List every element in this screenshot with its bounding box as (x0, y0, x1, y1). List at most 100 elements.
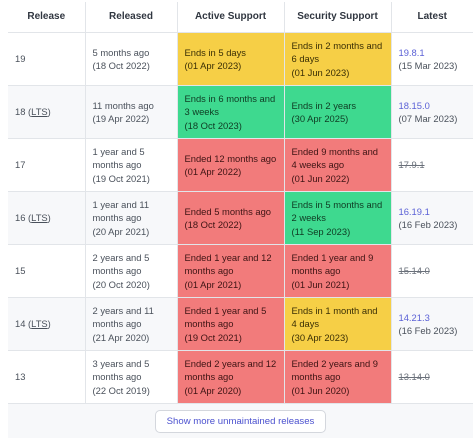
active-support-date: (01 Apr 2021) (184, 278, 242, 290)
released-cell: 5 months ago (18 Oct 2022) (85, 32, 178, 86)
released-date: (20 Oct 2020) (92, 278, 150, 290)
security-support-date: (30 Apr 2023) (291, 331, 349, 343)
security-support-text: Ended 2 years and 9 months ago (291, 357, 379, 383)
security-support-cell: Ended 1 year and 9 months ago (01 Jun 202… (284, 244, 392, 298)
released-date: (19 Oct 2021) (92, 172, 150, 184)
security-support-date: (01 Jun 2023) (291, 66, 350, 78)
released-ago: 3 years and 5 months ago (92, 357, 150, 383)
latest-cell: 15.14.0 (391, 244, 473, 298)
latest-version-eol: 17.9.1 (398, 159, 425, 171)
latest-date: (15 Mar 2023) (398, 60, 458, 71)
security-support-text: Ends in 2 years (291, 99, 357, 111)
lts-link[interactable]: LTS (31, 106, 48, 118)
security-support-cell: Ends in 2 years (30 Apr 2025) (284, 85, 392, 139)
released-ago: 2 years and 5 months ago (92, 251, 150, 277)
latest-cell: 17.9.1 (391, 138, 473, 192)
released-ago: 1 year and 5 months ago (92, 145, 145, 171)
released-cell: 11 months ago (19 Apr 2022) (85, 85, 178, 139)
active-support-text: Ended 2 years and 12 months ago (184, 357, 277, 383)
latest-version-eol: 13.14.0 (398, 371, 430, 383)
active-support-date: (19 Oct 2021) (184, 331, 242, 343)
active-support-text: Ended 12 months ago (184, 152, 277, 164)
header-latest: Latest (391, 2, 473, 33)
latest-version-link[interactable]: 16.19.1 (398, 205, 430, 217)
show-more-releases-button[interactable]: Show more unmaintained releases (154, 409, 327, 433)
security-support-cell: Ended 9 months and 4 weeks ago (01 Jun 20… (284, 138, 392, 192)
table-row: 14 (LTS) 2 years and 11 months ago (21 Apr… (8, 297, 473, 351)
security-support-date: (01 Jun 2021) (291, 278, 350, 290)
latest-cell: 14.21.3 (16 Feb 2023) (391, 297, 473, 351)
released-date: (20 Apr 2021) (92, 225, 150, 237)
header-security-support: Security Support (284, 2, 392, 33)
active-support-text: Ended 1 year and 12 months ago (184, 251, 272, 277)
released-date: (18 Oct 2022) (92, 60, 150, 71)
security-support-text: Ended 1 year and 9 months ago (291, 251, 374, 277)
latest-version-link[interactable]: 14.21.3 (398, 311, 430, 323)
table-row: 13 3 years and 5 months ago (22 Oct 2019) E… (8, 350, 473, 404)
active-support-text: Ends in 5 days (184, 46, 247, 58)
release-schedule-table: Release Released Active Support Security… (8, 2, 473, 438)
lts-link[interactable]: LTS (31, 318, 48, 330)
released-cell: 2 years and 11 months ago (21 Apr 2020) (85, 297, 178, 351)
released-cell: 1 year and 5 months ago (19 Oct 2021) (85, 138, 178, 192)
active-support-date: (01 Apr 2022) (184, 166, 242, 177)
active-support-cell: Ends in 6 months and 3 weeks (18 Oct 2023… (177, 85, 285, 139)
active-support-cell: Ended 2 years and 12 months ago (01 Apr 2… (177, 350, 285, 404)
table-row: 19 5 months ago (18 Oct 2022) Ends in 5 day… (8, 32, 473, 86)
security-support-date: (01 Jun 2022) (291, 172, 350, 184)
header-release: Release (8, 2, 86, 33)
security-support-text: Ends in 2 months and 6 days (291, 39, 383, 65)
active-support-text: Ended 1 year and 5 months ago (184, 304, 267, 330)
latest-date: (16 Feb 2023) (398, 325, 458, 336)
release-cell: 13 (8, 350, 86, 404)
release-version: 18 (15, 106, 26, 118)
released-date: (21 Apr 2020) (92, 331, 150, 343)
active-support-text: Ends in 6 months and 3 weeks (184, 92, 276, 118)
table-footer-row: Show more unmaintained releases (8, 403, 473, 438)
latest-date: (16 Feb 2023) (398, 219, 458, 230)
security-support-date: (30 Apr 2025) (291, 113, 349, 124)
active-support-date: (18 Oct 2022) (184, 219, 242, 230)
active-support-cell: Ended 1 year and 12 months ago (01 Apr 20… (177, 244, 285, 298)
latest-version-eol: 15.14.0 (398, 265, 430, 277)
security-support-cell: Ends in 2 months and 6 days (01 Jun 2023) (284, 32, 392, 86)
security-support-cell: Ends in 5 months and 2 weeks (11 Sep 2023… (284, 191, 392, 245)
header-released: Released (85, 2, 178, 33)
release-version: 16 (15, 212, 26, 224)
release-cell: 18 (LTS) (8, 85, 86, 139)
security-support-date: (11 Sep 2023) (291, 225, 351, 237)
active-support-date: (01 Apr 2023) (184, 60, 242, 71)
active-support-cell: Ends in 5 days (01 Apr 2023) (177, 32, 285, 86)
released-cell: 2 years and 5 months ago (20 Oct 2020) (85, 244, 178, 298)
release-cell: 14 (LTS) (8, 297, 86, 351)
table-row: 15 2 years and 5 months ago (20 Oct 2020) E… (8, 244, 473, 298)
latest-version-link[interactable]: 19.8.1 (398, 46, 425, 58)
security-support-date: (01 Jun 2020) (291, 384, 350, 396)
released-ago: 1 year and 11 months ago (92, 198, 150, 224)
security-support-text: Ended 9 months and 4 weeks ago (291, 145, 379, 171)
footer-cell: Show more unmaintained releases (8, 403, 473, 438)
release-cell: 17 (8, 138, 86, 192)
security-support-text: Ends in 1 month and 4 days (291, 304, 378, 330)
active-support-text: Ended 5 months ago (184, 205, 272, 217)
released-cell: 1 year and 11 months ago (20 Apr 2021) (85, 191, 178, 245)
security-support-cell: Ended 2 years and 9 months ago (01 Jun 20… (284, 350, 392, 404)
lts-link[interactable]: LTS (31, 212, 48, 224)
latest-date: (07 Mar 2023) (398, 113, 458, 124)
latest-version-link[interactable]: 18.15.0 (398, 99, 430, 111)
released-ago: 2 years and 11 months ago (92, 304, 154, 330)
release-version: 14 (15, 318, 26, 330)
active-support-cell: Ended 12 months ago (01 Apr 2022) (177, 138, 285, 192)
released-cell: 3 years and 5 months ago (22 Oct 2019) (85, 350, 178, 404)
release-version: 19 (15, 53, 26, 65)
release-cell: 19 (8, 32, 86, 86)
table-row: 18 (LTS) 11 months ago (19 Apr 2022) Ends i… (8, 85, 473, 139)
active-support-date: (01 Apr 2020) (184, 384, 242, 396)
released-date: (19 Apr 2022) (92, 113, 150, 124)
release-cell: 15 (8, 244, 86, 298)
table-row: 17 1 year and 5 months ago (19 Oct 2021) En… (8, 138, 473, 192)
active-support-cell: Ended 5 months ago (18 Oct 2022) (177, 191, 285, 245)
security-support-cell: Ends in 1 month and 4 days (30 Apr 2023) (284, 297, 392, 351)
release-version: 13 (15, 371, 26, 383)
released-ago: 5 months ago (92, 46, 150, 58)
